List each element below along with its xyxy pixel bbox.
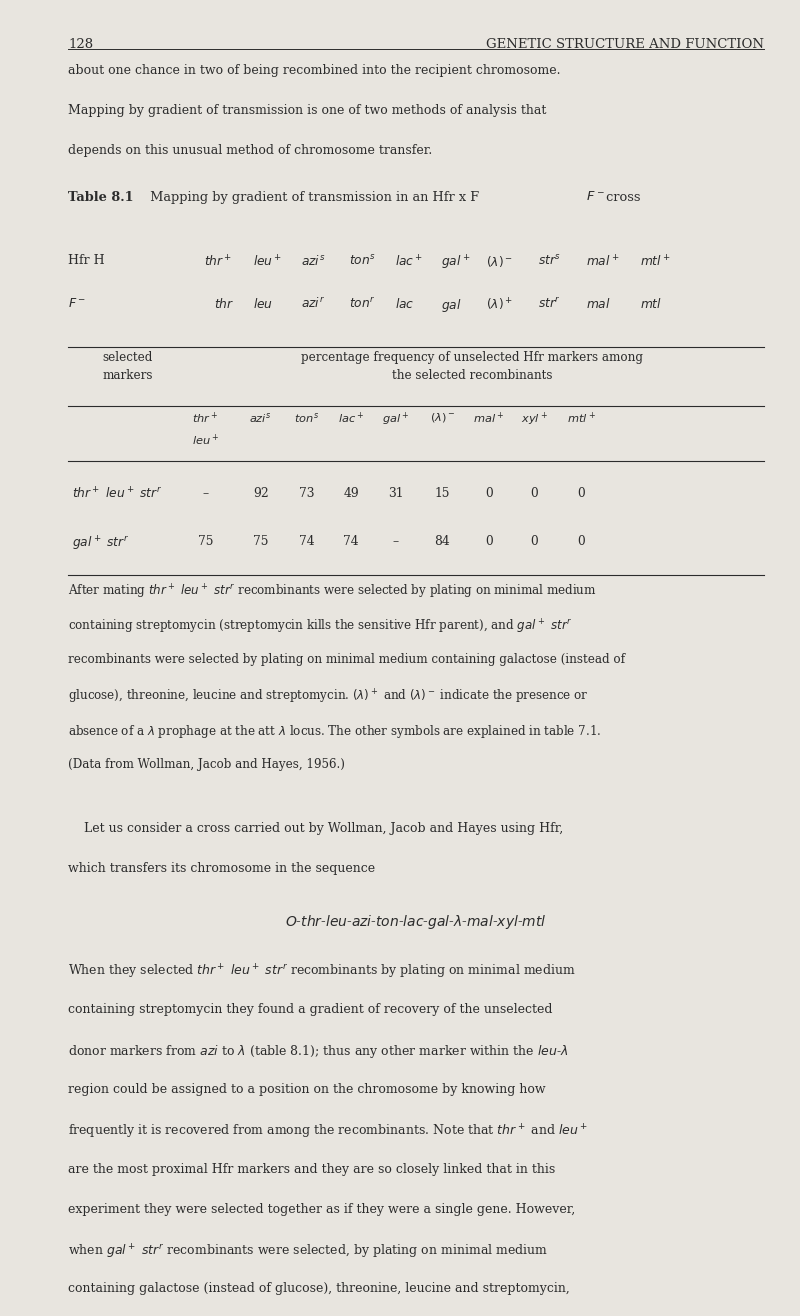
Text: $F^-$: $F^-$ [68, 297, 86, 311]
Text: $thr^+\ leu^+\ str^r$: $thr^+\ leu^+\ str^r$ [72, 487, 162, 501]
Text: 0: 0 [485, 487, 493, 500]
Text: 73: 73 [298, 487, 314, 500]
Text: –: – [202, 487, 209, 500]
Text: 31: 31 [388, 487, 404, 500]
Text: $leu^+$: $leu^+$ [192, 433, 219, 447]
Text: $thr^+$: $thr^+$ [193, 411, 218, 426]
Text: $mtl^+$: $mtl^+$ [640, 254, 671, 270]
Text: donor markers from $azi$ to $\lambda$ (table 8.1); thus any other marker within : donor markers from $azi$ to $\lambda$ (t… [68, 1042, 569, 1059]
Text: region could be assigned to a position on the chromosome by knowing how: region could be assigned to a position o… [68, 1083, 546, 1096]
Text: $gal^+\ str^r$: $gal^+\ str^r$ [72, 534, 130, 553]
Text: $(\lambda)^+$: $(\lambda)^+$ [486, 297, 514, 313]
Text: $ton^s$: $ton^s$ [349, 254, 376, 268]
Text: glucose), threonine, leucine and streptomycin. $(\lambda)^+$ and $(\lambda)^-$ i: glucose), threonine, leucine and strepto… [68, 688, 589, 707]
Text: $lac$: $lac$ [395, 297, 414, 311]
Text: are the most proximal Hfr markers and they are so closely linked that in this: are the most proximal Hfr markers and th… [68, 1162, 555, 1175]
Text: $thr^+$: $thr^+$ [204, 254, 232, 270]
Text: $O$-$thr$-$leu$-$azi$-$ton$-$lac$-$gal$-$\lambda$-$mal$-$xyl$-$mtl$: $O$-$thr$-$leu$-$azi$-$ton$-$lac$-$gal$-… [286, 912, 546, 930]
Text: 84: 84 [434, 534, 450, 547]
Text: $lac^+$: $lac^+$ [395, 254, 423, 270]
Text: 15: 15 [434, 487, 450, 500]
Text: (Data from Wollman, Jacob and Hayes, 1956.): (Data from Wollman, Jacob and Hayes, 195… [68, 758, 345, 771]
Text: $mtl^+$: $mtl^+$ [567, 411, 596, 426]
Text: $azi^s$: $azi^s$ [250, 411, 272, 425]
Text: $thr$: $thr$ [214, 297, 234, 311]
Text: After mating $thr^+$ $leu^+$ $str^r$ recombinants were selected by plating on mi: After mating $thr^+$ $leu^+$ $str^r$ rec… [68, 583, 597, 601]
Text: 0: 0 [530, 534, 538, 547]
Text: $xyl^+$: $xyl^+$ [521, 411, 548, 428]
Text: 0: 0 [530, 487, 538, 500]
Text: –: – [393, 534, 399, 547]
Text: recombinants were selected by plating on minimal medium containing galactose (in: recombinants were selected by plating on… [68, 653, 625, 666]
Text: $leu$: $leu$ [253, 297, 273, 311]
Text: cross: cross [602, 191, 640, 204]
Text: selected
markers: selected markers [102, 351, 154, 382]
Text: which transfers its chromosome in the sequence: which transfers its chromosome in the se… [68, 862, 375, 875]
Text: containing streptomycin they found a gradient of recovery of the unselected: containing streptomycin they found a gra… [68, 1003, 553, 1016]
Text: $leu^+$: $leu^+$ [253, 254, 282, 270]
Text: 128: 128 [68, 38, 93, 51]
Text: absence of a $\lambda$ prophage at the att $\lambda$ locus. The other symbols ar: absence of a $\lambda$ prophage at the a… [68, 722, 602, 740]
Text: $(\lambda)^-$: $(\lambda)^-$ [430, 411, 455, 424]
Text: $gal$: $gal$ [441, 297, 462, 315]
Text: percentage frequency of unselected Hfr markers among
the selected recombinants: percentage frequency of unselected Hfr m… [301, 351, 643, 382]
Text: 92: 92 [253, 487, 269, 500]
Text: $mal^+$: $mal^+$ [473, 411, 505, 426]
Text: 49: 49 [343, 487, 359, 500]
Text: depends on this unusual method of chromosome transfer.: depends on this unusual method of chromo… [68, 145, 432, 158]
Text: $mtl$: $mtl$ [640, 297, 662, 311]
Text: 0: 0 [485, 534, 493, 547]
Text: $mal^+$: $mal^+$ [586, 254, 620, 270]
Text: $lac^+$: $lac^+$ [338, 411, 364, 426]
Text: 74: 74 [298, 534, 314, 547]
Text: 74: 74 [343, 534, 359, 547]
Text: $ton^r$: $ton^r$ [349, 297, 375, 312]
Text: $mal$: $mal$ [586, 297, 611, 311]
Text: 0: 0 [578, 487, 586, 500]
Text: 0: 0 [578, 534, 586, 547]
Text: $str^r$: $str^r$ [538, 297, 561, 312]
Text: containing galactose (instead of glucose), threonine, leucine and streptomycin,: containing galactose (instead of glucose… [68, 1282, 570, 1295]
Text: $str^s$: $str^s$ [538, 254, 561, 268]
Text: about one chance in two of being recombined into the recipient chromosome.: about one chance in two of being recombi… [68, 64, 561, 78]
Text: $F^-$: $F^-$ [586, 190, 604, 203]
Text: When they selected $thr^+$ $leu^+$ $str^r$ recombinants by plating on minimal me: When they selected $thr^+$ $leu^+$ $str^… [68, 963, 576, 982]
Text: $(\lambda)^-$: $(\lambda)^-$ [486, 254, 514, 268]
Text: when $gal^+$ $str^r$ recombinants were selected, by plating on minimal medium: when $gal^+$ $str^r$ recombinants were s… [68, 1242, 548, 1261]
Text: 75: 75 [253, 534, 269, 547]
Text: containing streptomycin (streptomycin kills the sensitive Hfr parent), and $gal^: containing streptomycin (streptomycin ki… [68, 619, 573, 637]
Text: experiment they were selected together as if they were a single gene. However,: experiment they were selected together a… [68, 1203, 575, 1216]
Text: Mapping by gradient of transmission in an Hfr x F: Mapping by gradient of transmission in a… [142, 191, 478, 204]
Text: 75: 75 [198, 534, 214, 547]
Text: $azi^s$: $azi^s$ [301, 254, 326, 268]
Text: GENETIC STRUCTURE AND FUNCTION: GENETIC STRUCTURE AND FUNCTION [486, 38, 764, 51]
Text: Let us consider a cross carried out by Wollman, Jacob and Hayes using Hfr,: Let us consider a cross carried out by W… [68, 822, 563, 836]
Text: $azi^r$: $azi^r$ [301, 297, 325, 312]
Text: Table 8.1: Table 8.1 [68, 191, 134, 204]
Text: $gal^+$: $gal^+$ [382, 411, 410, 428]
Text: frequently it is recovered from among the recombinants. Note that $thr^+$ and $l: frequently it is recovered from among th… [68, 1123, 588, 1141]
Text: $gal^+$: $gal^+$ [441, 254, 470, 272]
Text: Hfr H: Hfr H [68, 254, 105, 267]
Text: Mapping by gradient of transmission is one of two methods of analysis that: Mapping by gradient of transmission is o… [68, 104, 546, 117]
Text: $ton^s$: $ton^s$ [294, 411, 319, 425]
